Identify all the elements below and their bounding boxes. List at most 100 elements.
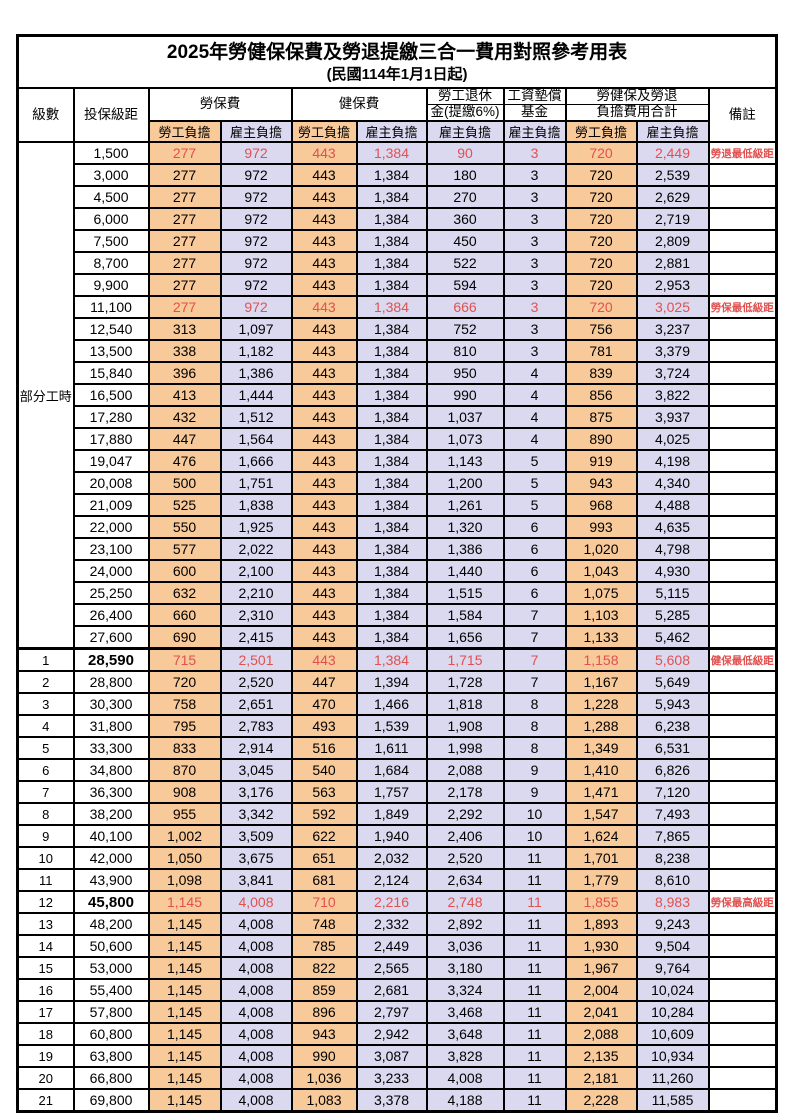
table-row: 17,280 432 1,512 443 1,384 1,037 4 875 3,937	[18, 405, 778, 429]
table-row: 12,540 313 1,097 443 1,384 752 3 756 3,237	[18, 317, 778, 341]
cell-wage-fund-employer: 3	[502, 207, 567, 231]
cell-health-employer: 3,233	[355, 1066, 428, 1090]
cell-remark	[707, 1022, 778, 1046]
cell-total-employer: 9,764	[635, 956, 710, 980]
cell-total-employee: 756	[564, 317, 638, 341]
cell-total-employee: 720	[564, 207, 638, 231]
cell-wage-fund-employer: 5	[502, 493, 567, 517]
cell-labor-employee: 955	[147, 802, 222, 826]
cell-bracket: 26,400	[72, 603, 150, 627]
cell-health-employer: 1,384	[355, 427, 428, 451]
cell-labor-employee: 338	[147, 339, 222, 363]
cell-total-employee: 2,135	[564, 1044, 638, 1068]
cell-total-employee: 1,043	[564, 559, 638, 583]
cell-bracket: 17,280	[72, 405, 150, 429]
cell-pension-employer: 1,728	[425, 670, 505, 694]
cell-bracket: 69,800	[72, 1088, 150, 1113]
cell-labor-employee: 870	[147, 758, 222, 782]
cell-health-employee: 1,083	[290, 1088, 358, 1113]
group-header-total-line1: 勞健保及勞退	[564, 87, 710, 105]
cell-bracket: 7,500	[72, 229, 150, 253]
cell-remark	[707, 780, 778, 804]
cell-health-employer: 1,384	[355, 603, 428, 627]
cell-health-employer: 2,942	[355, 1022, 428, 1046]
cell-remark	[707, 163, 778, 187]
cell-pension-employer: 1,037	[425, 405, 505, 429]
cell-wage-fund-employer: 8	[502, 692, 567, 716]
group-header-wage-fund-line1: 工資墊償	[502, 87, 567, 105]
cell-bracket: 36,300	[72, 780, 150, 804]
cell-pension-employer: 180	[425, 163, 505, 187]
cell-total-employer: 8,238	[635, 846, 710, 870]
cell-labor-employer: 3,509	[219, 824, 293, 848]
cell-remark	[707, 1044, 778, 1068]
cell-total-employee: 720	[564, 163, 638, 187]
cell-remark	[707, 383, 778, 407]
cell-total-employer: 10,024	[635, 978, 710, 1002]
cell-pension-employer: 3,468	[425, 1000, 505, 1024]
cell-labor-employee: 277	[147, 251, 222, 275]
cell-pension-employer: 1,515	[425, 581, 505, 605]
cell-total-employer: 3,822	[635, 383, 710, 407]
cell-remark	[707, 736, 778, 760]
cell-bracket: 45,800	[72, 890, 150, 914]
cell-wage-fund-employer: 3	[502, 185, 567, 209]
cell-remark	[707, 471, 778, 495]
cell-remark	[707, 185, 778, 209]
cell-bracket: 9,900	[72, 273, 150, 297]
cell-total-employee: 993	[564, 515, 638, 539]
cell-remark	[707, 493, 778, 517]
cell-bracket: 15,840	[72, 361, 150, 385]
cell-total-employee: 1,893	[564, 912, 638, 936]
cell-labor-employer: 4,008	[219, 1022, 293, 1046]
cell-bracket: 19,047	[72, 449, 150, 473]
cell-labor-employee: 1,145	[147, 956, 222, 980]
cell-total-employer: 4,930	[635, 559, 710, 583]
cell-level: 18	[16, 1022, 75, 1046]
cell-total-employer: 9,504	[635, 934, 710, 958]
cell-health-employee: 443	[290, 647, 358, 672]
cell-health-employee: 470	[290, 692, 358, 716]
cell-health-employer: 1,384	[355, 229, 428, 253]
cell-pension-employer: 1,715	[425, 647, 505, 672]
cell-wage-fund-employer: 3	[502, 141, 567, 165]
table-row: 4 31,800 795 2,783 493 1,539 1,908 8 1,288 6,238	[16, 714, 778, 738]
cell-pension-employer: 1,261	[425, 493, 505, 517]
cell-labor-employer: 3,675	[219, 846, 293, 870]
cell-health-employer: 1,611	[355, 736, 428, 760]
cell-total-employer: 2,449	[635, 141, 710, 165]
cell-pension-employer: 1,143	[425, 449, 505, 473]
cell-health-employer: 1,384	[355, 537, 428, 561]
cell-labor-employer: 1,751	[219, 471, 293, 495]
cell-wage-fund-employer: 11	[502, 1044, 567, 1068]
cell-health-employee: 443	[290, 273, 358, 297]
cell-health-employer: 1,539	[355, 714, 428, 738]
cell-labor-employer: 1,666	[219, 449, 293, 473]
cell-labor-employer: 4,008	[219, 912, 293, 936]
table-row: 10 42,000 1,050 3,675 651 2,032 2,520 11 1,701 8,…	[16, 846, 778, 870]
cell-remark	[707, 802, 778, 826]
subheader-labor-employee: 勞工負擔	[147, 120, 222, 143]
cell-health-employer: 2,449	[355, 934, 428, 958]
cell-labor-employer: 4,008	[219, 1044, 293, 1068]
cell-health-employee: 822	[290, 956, 358, 980]
cell-remark	[707, 846, 778, 870]
cell-total-employer: 6,826	[635, 758, 710, 782]
cell-total-employer: 11,585	[635, 1088, 710, 1113]
cell-total-employee: 943	[564, 471, 638, 495]
cell-labor-employee: 1,145	[147, 1022, 222, 1046]
cell-pension-employer: 2,406	[425, 824, 505, 848]
cell-level: 9	[16, 824, 75, 848]
cell-remark	[707, 978, 778, 1002]
fee-comparison-table: 2025年勞健保保費及勞退提繳三合一費用對照參考用表 (民國114年1月1日起)…	[16, 34, 779, 1113]
table-row: 14 50,600 1,145 4,008 785 2,449 3,036 11 1,930 9,…	[16, 934, 778, 958]
cell-wage-fund-employer: 7	[502, 647, 567, 672]
cell-wage-fund-employer: 11	[502, 912, 567, 936]
cell-level: 5	[16, 736, 75, 760]
cell-health-employer: 1,384	[355, 251, 428, 275]
cell-total-employee: 1,288	[564, 714, 638, 738]
cell-remark	[707, 692, 778, 716]
cell-labor-employee: 277	[147, 295, 222, 319]
page-title: 2025年勞健保保費及勞退提繳三合一費用對照參考用表	[166, 42, 628, 64]
cell-pension-employer: 752	[425, 317, 505, 341]
